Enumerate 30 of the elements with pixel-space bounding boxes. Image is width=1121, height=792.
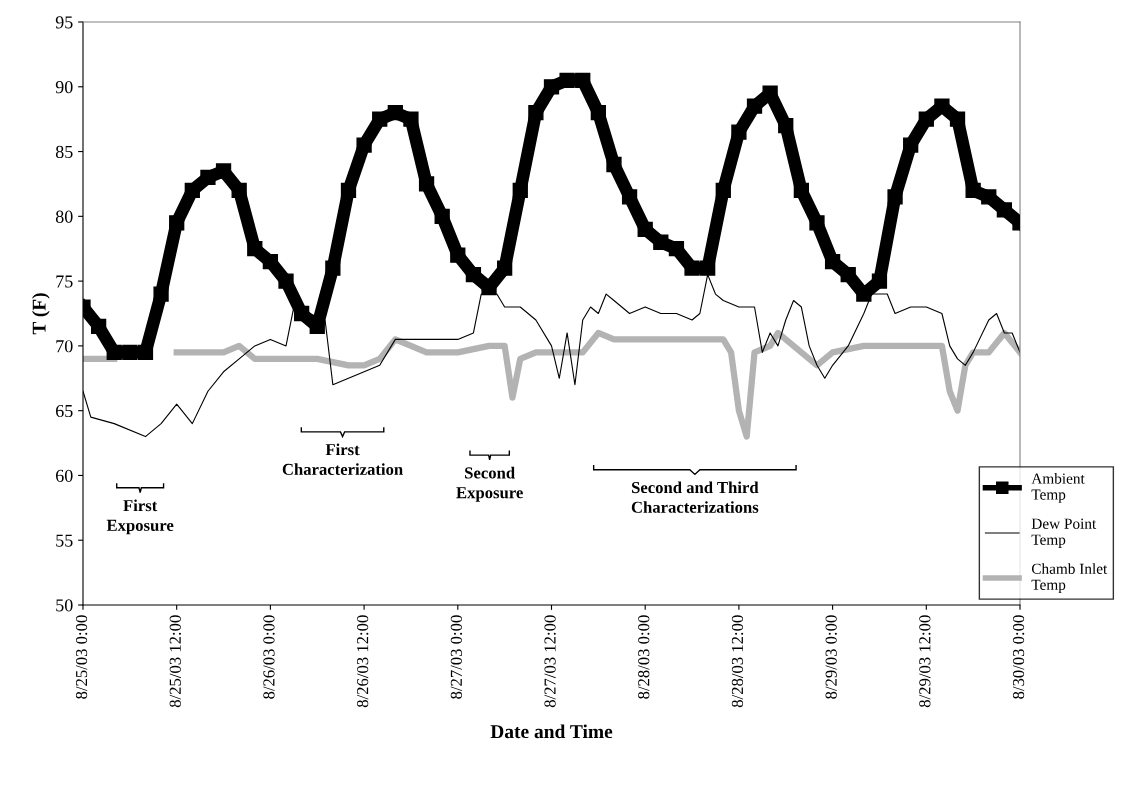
x-tick-label: 8/26/03 12:00 — [357, 615, 369, 708]
annotation: Second and Third Characterizations — [631, 481, 759, 513]
annotation: First Exposure — [106, 499, 174, 535]
y-tick-label: 75 — [56, 275, 73, 288]
y-tick-label: 50 — [56, 599, 73, 612]
x-tick-label: 8/25/03 12:00 — [169, 615, 181, 708]
x-tick-label: 8/28/03 12:00 — [731, 615, 744, 708]
y-axis-title: T (F) — [32, 293, 50, 335]
x-tick-label: 8/27/03 0:00 — [450, 615, 463, 699]
x-tick-label: 8/26/03 0:00 — [263, 615, 275, 699]
legend-label: Chamb Inlet Temp — [1031, 563, 1108, 594]
x-tick-label: 8/30/03 0:00 — [1012, 615, 1025, 699]
x-axis-title: Date and Time — [490, 724, 613, 739]
y-tick-label: 85 — [55, 145, 73, 158]
y-tick-label: 55 — [56, 534, 73, 547]
x-tick-label: 8/28/03 0:00 — [638, 615, 650, 699]
x-tick-label: 8/29/03 12:00 — [919, 615, 931, 708]
y-tick-label: 65 — [56, 404, 73, 418]
legend-label: Dew Point Temp — [1031, 518, 1097, 548]
y-tick-label: 90 — [55, 81, 73, 94]
annotation: Second Exposure — [456, 466, 523, 502]
y-tick-label: 95 — [55, 16, 73, 29]
x-tick-label: 8/29/03 0:00 — [825, 615, 837, 699]
y-tick-label: 60 — [56, 469, 73, 482]
annotation: First Characterization — [282, 443, 403, 475]
y-tick-label: 80 — [55, 210, 73, 223]
x-tick-label: 8/25/03 0:00 — [75, 615, 88, 699]
x-tick-label: 8/27/03 12:00 — [544, 615, 556, 708]
legend-label: Ambient Temp — [1031, 472, 1085, 503]
y-tick-label: 70 — [56, 340, 73, 353]
